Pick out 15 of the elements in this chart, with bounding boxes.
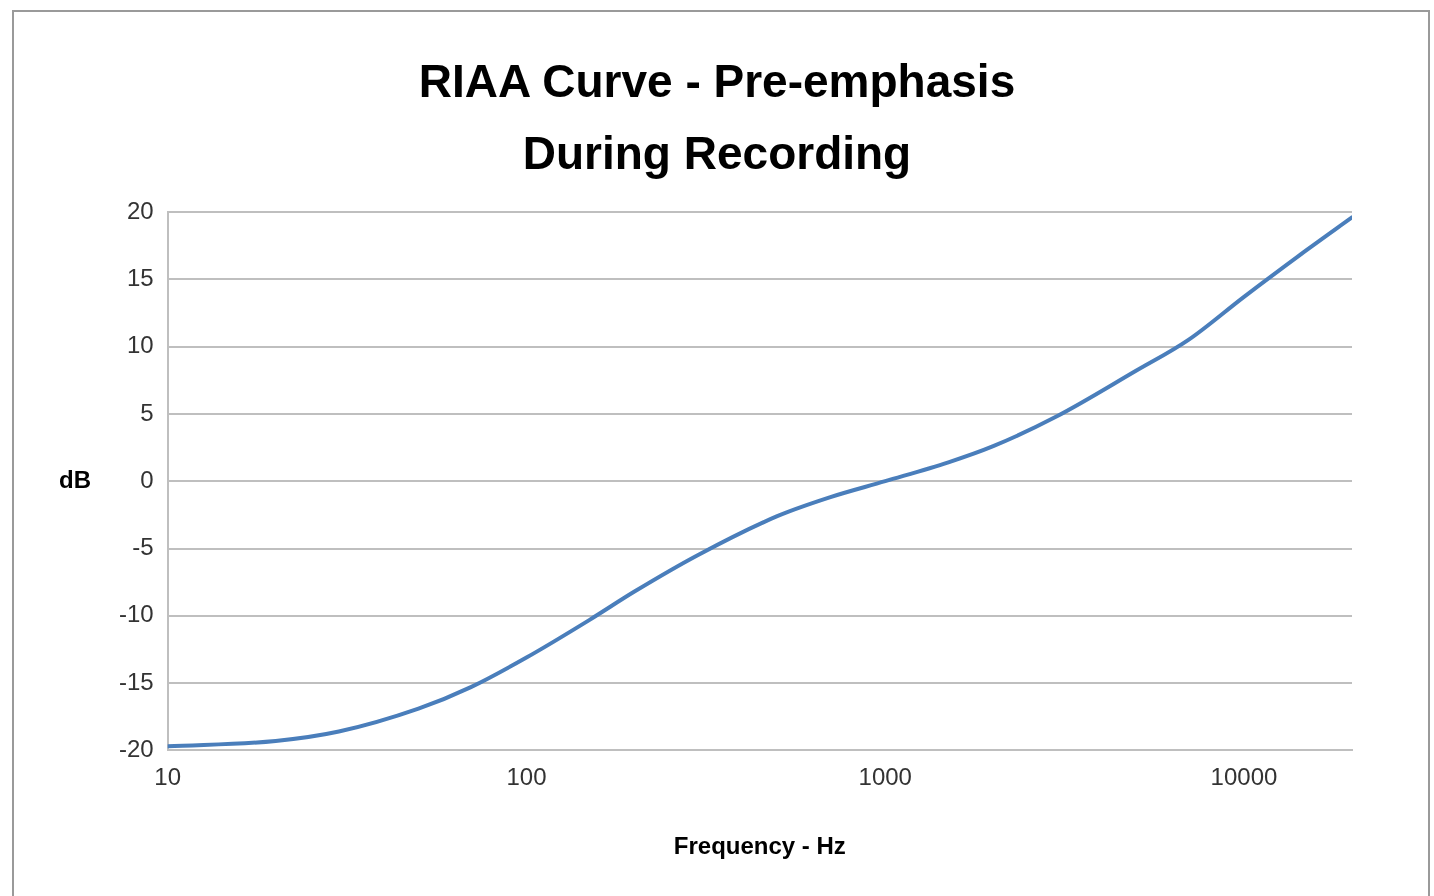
y-tick-label: -10 <box>119 600 154 628</box>
x-tick-label: 100 <box>506 763 547 791</box>
y-tick-label: 5 <box>140 398 154 426</box>
y-axis-title: dB <box>59 465 91 493</box>
y-tick-label: 15 <box>126 263 154 291</box>
x-tick-label: 1000 <box>858 763 912 791</box>
y-tick-label: -20 <box>119 735 154 763</box>
x-axis-title: Frequency - Hz <box>673 832 846 860</box>
x-tick-label: 10000 <box>1210 763 1278 791</box>
y-tick-label: 10 <box>126 331 154 359</box>
y-tick-label: 0 <box>140 465 154 493</box>
y-tick-label: -15 <box>119 667 154 695</box>
chart-title: RIAA Curve - Pre-emphasis During Recording <box>417 54 1017 181</box>
y-tick-label: -5 <box>132 533 154 561</box>
y-tick-label: 20 <box>126 196 154 224</box>
